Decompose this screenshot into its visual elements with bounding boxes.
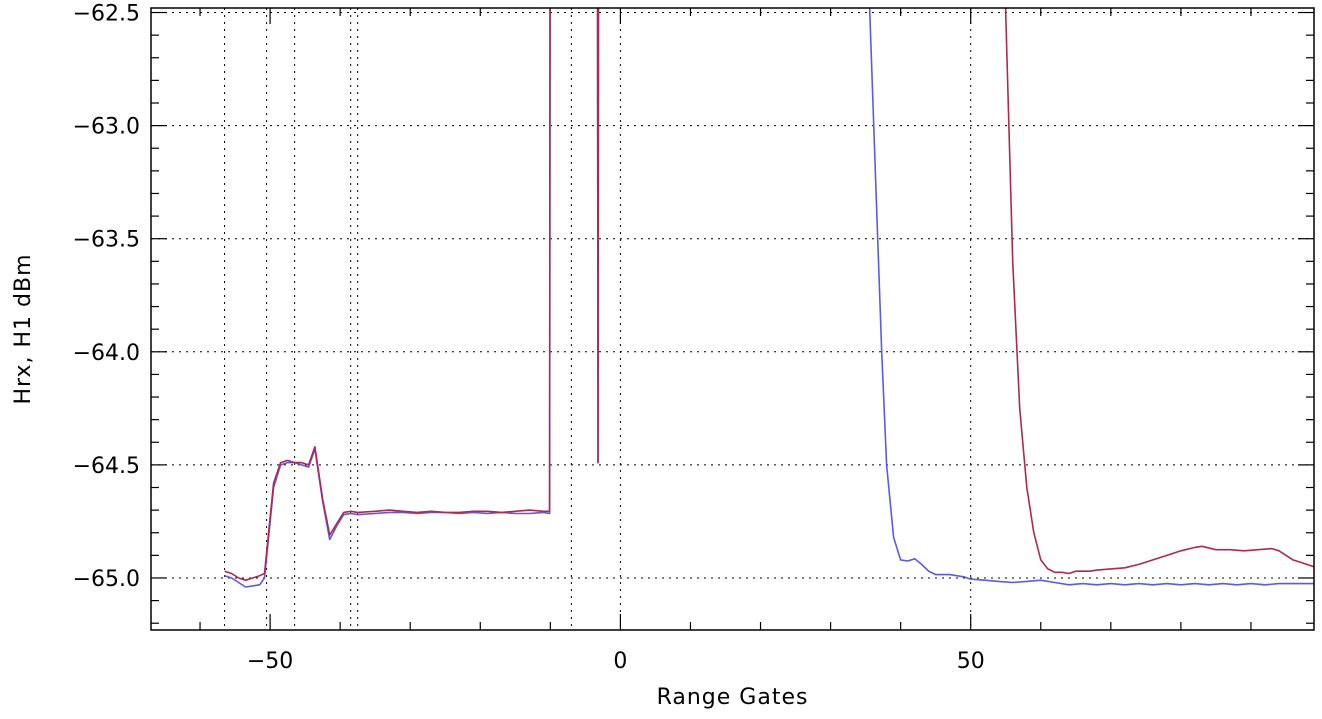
series-line-2 bbox=[225, 0, 1314, 580]
tick-labels: −65.0 −64.5 −64.0 −63.5 −63.0 −62.5 −50 0 50 bbox=[73, 2, 985, 674]
x-tick-label: −50 bbox=[247, 649, 293, 674]
y-tick-label: −63.0 bbox=[73, 115, 140, 140]
grid bbox=[151, 8, 1314, 630]
axis-ticks bbox=[151, 8, 1314, 630]
x-tick-label: 50 bbox=[957, 649, 985, 674]
x-axis-label: Range Gates bbox=[657, 685, 809, 710]
y-tick-label: −65.0 bbox=[73, 567, 140, 592]
y-tick-label: −64.5 bbox=[73, 454, 140, 479]
series-line-1 bbox=[225, 0, 1314, 587]
y-tick-label: −63.5 bbox=[73, 228, 140, 253]
plot-frame bbox=[151, 8, 1314, 630]
y-tick-label: −62.5 bbox=[73, 2, 140, 27]
y-axis-label: Hrx, H1 dBm bbox=[11, 253, 36, 404]
series-lines bbox=[225, 0, 1314, 587]
y-tick-label: −64.0 bbox=[73, 341, 140, 366]
x-tick-label: 0 bbox=[613, 649, 627, 674]
